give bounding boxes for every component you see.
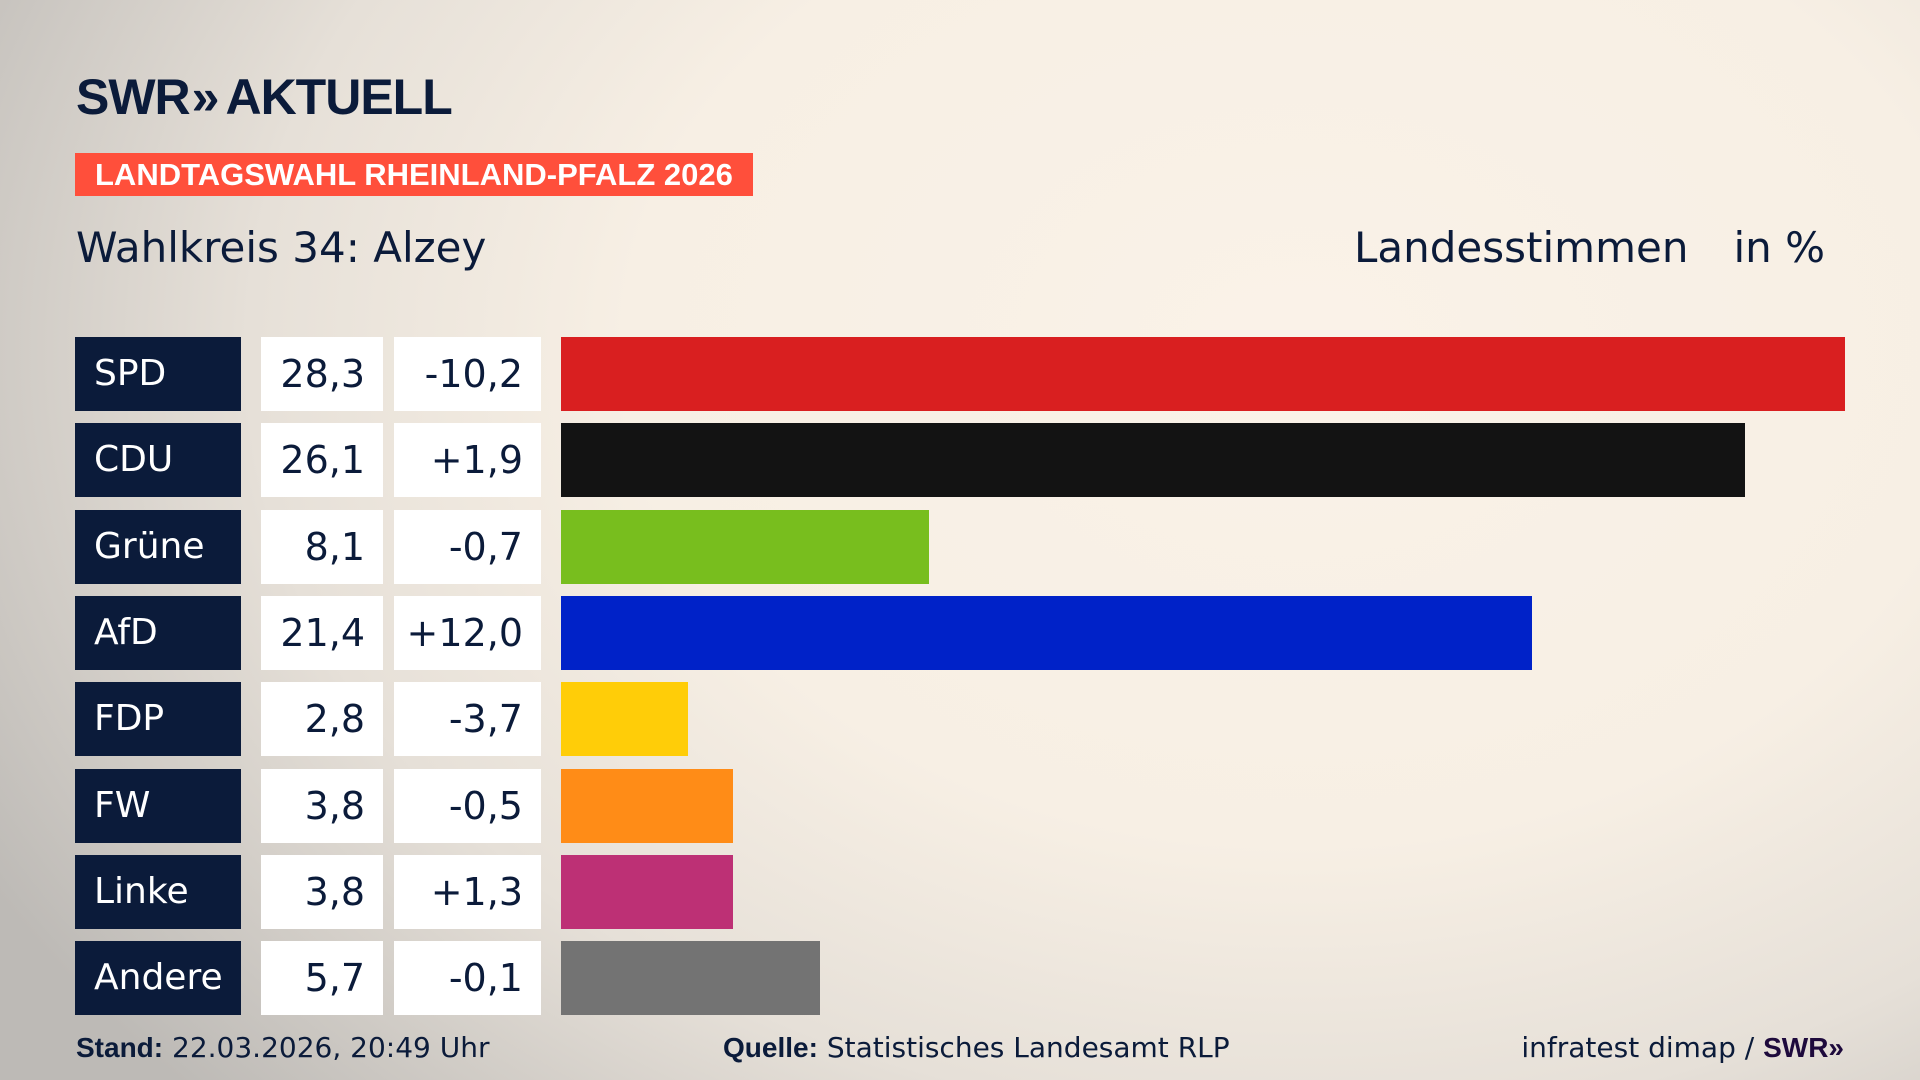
party-label: CDU xyxy=(75,423,241,498)
source: Quelle: Statistisches Landesamt RLP xyxy=(723,1031,1230,1064)
constituency-title: Wahlkreis 34: Alzey xyxy=(76,223,487,272)
vote-share: 28,3 xyxy=(261,337,383,411)
bar-spd xyxy=(561,337,1845,411)
vote-change: -10,2 xyxy=(394,337,541,411)
vote-change: +12,0 xyxy=(394,595,541,670)
party-label: AfD xyxy=(75,595,241,670)
vote-share: 3,8 xyxy=(261,854,383,929)
vote-change: -0,5 xyxy=(394,768,541,843)
vote-change: -0,7 xyxy=(394,509,541,584)
vote-change: -0,1 xyxy=(394,941,541,1016)
unit-label: in % xyxy=(1733,223,1825,272)
bar-afd xyxy=(561,595,1532,670)
bar-linke xyxy=(561,854,734,929)
vote-share: 21,4 xyxy=(261,595,383,670)
vote-share: 5,7 xyxy=(261,941,383,1016)
vote-change: -3,7 xyxy=(394,682,541,757)
timestamp: Stand: 22.03.2026, 20:49 Uhr xyxy=(76,1031,490,1064)
swr-aktuell-logo: SWR» AKTUELL xyxy=(76,69,453,125)
party-label: Grüne xyxy=(75,509,241,584)
bar-grüne xyxy=(561,509,929,584)
vote-share: 2,8 xyxy=(261,682,383,757)
result-row: Linke 3,8 +1,3 xyxy=(0,854,1920,929)
bar-andere xyxy=(561,941,820,1016)
result-row: Andere 5,7 -0,1 xyxy=(0,941,1920,1016)
swr-logo-small: SWR» xyxy=(1763,1032,1844,1063)
election-banner: LANDTAGSWAHL RHEINLAND-PFALZ 2026 xyxy=(75,153,753,196)
party-label: FW xyxy=(75,768,241,843)
party-label: SPD xyxy=(75,337,241,411)
result-row: CDU 26,1 +1,9 xyxy=(0,423,1920,498)
vote-share: 3,8 xyxy=(261,768,383,843)
vote-change: +1,3 xyxy=(394,854,541,929)
vote-type-label: Landesstimmen xyxy=(1354,223,1689,272)
bar-cdu xyxy=(561,423,1746,498)
bar-fdp xyxy=(561,682,688,757)
result-row: Grüne 8,1 -0,7 xyxy=(0,509,1920,584)
party-label: Andere xyxy=(75,941,241,1016)
vote-share: 8,1 xyxy=(261,509,383,584)
party-label: Linke xyxy=(75,854,241,929)
result-row: FW 3,8 -0,5 xyxy=(0,768,1920,843)
result-row: SPD 28,3 -10,2 xyxy=(0,337,1920,411)
vote-change: +1,9 xyxy=(394,423,541,498)
credit: infratest dimap / SWR» xyxy=(1521,1031,1844,1064)
vote-share: 26,1 xyxy=(261,423,383,498)
result-row: FDP 2,8 -3,7 xyxy=(0,682,1920,757)
bar-fw xyxy=(561,768,734,843)
result-row: AfD 21,4 +12,0 xyxy=(0,595,1920,670)
party-label: FDP xyxy=(75,682,241,757)
